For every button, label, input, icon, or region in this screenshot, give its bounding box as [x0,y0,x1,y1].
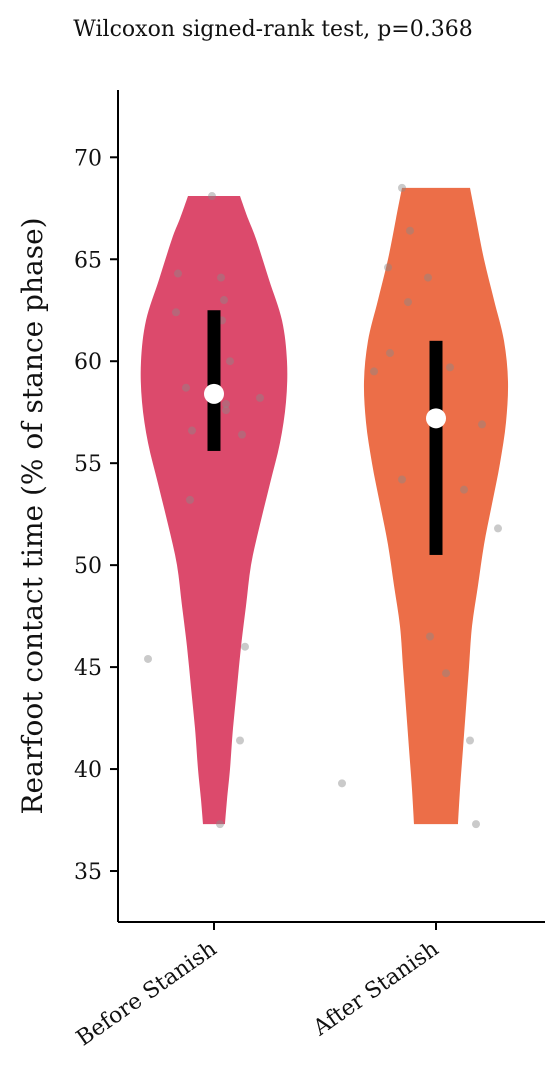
y-tick-label: 70 [74,146,102,171]
y-tick-label: 65 [74,248,102,273]
data-point [217,273,225,282]
data-point [188,426,196,435]
data-point [238,430,246,439]
boxes-layer [204,310,446,555]
data-point [494,524,502,533]
data-point [424,273,432,282]
y-tick-label: 40 [74,758,102,783]
data-point [338,779,346,788]
data-point [174,269,182,278]
median-marker-1 [204,383,224,404]
data-point [208,192,216,201]
data-point [386,349,394,358]
y-axis-label: Rearfoot contact time (% of stance phase… [16,217,49,814]
data-point [182,383,190,392]
data-point [222,400,230,409]
data-point [256,393,264,402]
data-point [241,642,249,651]
violin-body-1 [140,196,288,825]
data-point [370,367,378,376]
y-tick-label: 60 [74,350,102,375]
data-point [472,820,480,829]
data-point [398,183,406,192]
data-point [216,820,224,829]
points-layer [144,183,502,829]
x-tick-label: Before Stanish [72,936,221,1051]
data-point [384,263,392,272]
median-marker-2 [426,408,446,429]
data-point [236,736,244,745]
data-point [478,420,486,429]
data-point [186,495,194,504]
data-point [460,485,468,494]
y-tick-label: 55 [74,452,102,477]
data-point [172,308,180,317]
y-tick-label: 50 [74,554,102,579]
data-point [226,357,234,366]
data-point [406,226,414,235]
y-tick-label: 35 [74,860,102,885]
iqr-box-1 [207,310,221,451]
data-point [426,632,434,641]
data-point [222,406,230,415]
data-point [144,654,152,663]
violins-layer [140,187,509,825]
data-point [398,475,406,484]
data-point [404,298,412,307]
data-point [220,296,228,305]
y-tick-label: 45 [74,656,102,681]
x-tick-label: After Stanish [308,936,443,1041]
data-point [466,736,474,745]
data-point [442,669,450,678]
chart-title: Wilcoxon signed-rank test, p=0.368 [73,17,472,42]
data-point [446,363,454,372]
iqr-box-2 [429,340,443,555]
